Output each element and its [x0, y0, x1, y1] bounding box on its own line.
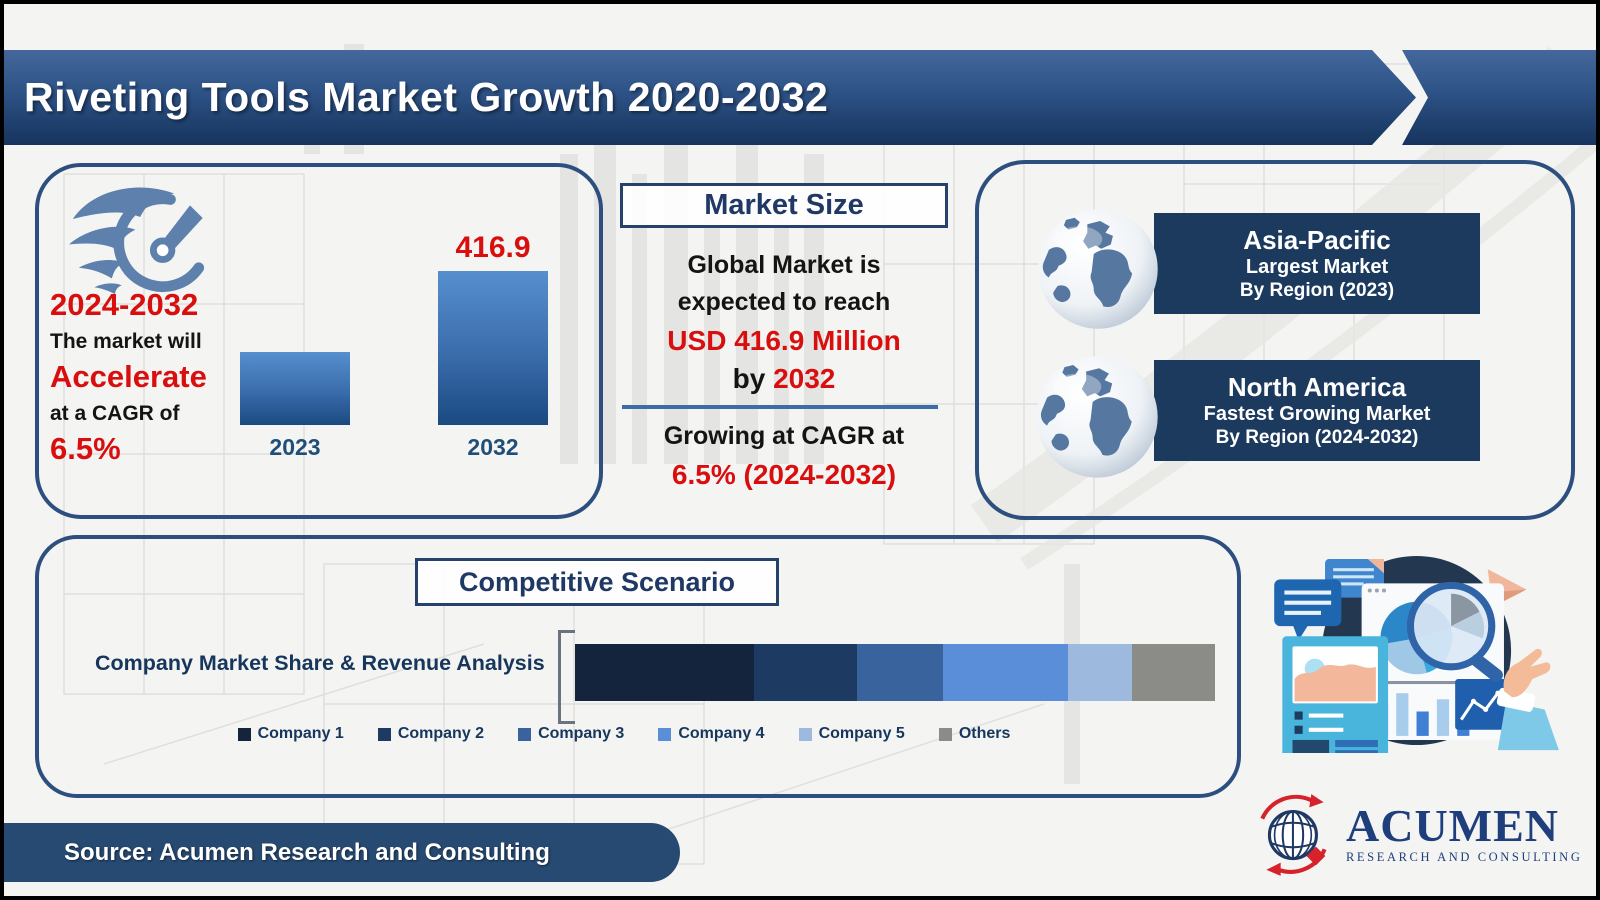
- legend-label: Company 5: [818, 725, 905, 742]
- market-share-label: Company Market Share & Revenue Analysis: [95, 651, 545, 675]
- legend-label: Company 4: [678, 725, 765, 742]
- region-name: Asia-Pacific: [1243, 224, 1391, 255]
- region-sub2: By Region (2023): [1239, 279, 1395, 301]
- speedometer-icon: [68, 187, 205, 295]
- competitive-header-box: Competitive Scenario: [415, 558, 779, 606]
- market-share-bar: [575, 644, 1215, 701]
- brand-text: ACUMEN RESEARCH AND CONSULTING: [1346, 799, 1583, 865]
- regions-panel: [975, 160, 1575, 520]
- brand-name: ACUMEN: [1346, 799, 1559, 851]
- market-size-title: Market Size: [704, 189, 864, 221]
- growth-bar-chart: 2023 416.9 2032: [240, 226, 548, 461]
- globe-icon: [1036, 356, 1158, 478]
- share-legend: Company 1 Company 2 Company 3 Company 4 Comp…: [154, 725, 1094, 743]
- brand-tagline: RESEARCH AND CONSULTING: [1346, 849, 1583, 864]
- bar-x-label: 2023: [269, 434, 321, 460]
- ms-value: USD 416.9 Million: [667, 325, 901, 356]
- legend-swatch-icon: [938, 727, 952, 741]
- source-bar: Source: Acumen Research and Consulting: [4, 823, 680, 882]
- bar-rect: [438, 271, 548, 425]
- bar-value-label: 416.9: [455, 231, 531, 264]
- legend-item: Others: [938, 725, 1011, 743]
- legend-item: Company 4: [658, 725, 765, 743]
- ms-line2: expected to reach: [677, 288, 891, 316]
- ms-growth-value: 6.5% (2024-2032): [671, 459, 897, 490]
- ms-by-line: by 2032: [598, 360, 970, 398]
- region-sub1: Largest Market: [1245, 255, 1389, 278]
- growth-line2: at a CAGR of: [50, 401, 180, 425]
- legend-label: Company 1: [257, 725, 344, 742]
- growth-highlight: Accelerate: [50, 359, 207, 395]
- legend-item: Company 1: [237, 725, 344, 743]
- legend-label: Others: [958, 725, 1011, 742]
- analytics-illustration: [1274, 555, 1559, 753]
- region-sub2: By Region (2024-2032): [1215, 426, 1419, 448]
- growth-period: 2024-2032: [50, 287, 199, 322]
- source-text: Source: Acumen Research and Consulting: [64, 838, 550, 866]
- region-banner-asia-pacific: Asia-Pacific Largest Market By Region (2…: [1154, 213, 1480, 314]
- market-growth-panel: [35, 163, 603, 519]
- ms-line1: Global Market is: [687, 251, 881, 279]
- acumen-globe-icon: [1260, 794, 1327, 876]
- legend-item: Company 2: [377, 725, 485, 743]
- title-arrow-chevron: [1402, 50, 1596, 145]
- legend-swatch-icon: [798, 727, 812, 741]
- market-size-header-box: Market Size: [620, 183, 948, 228]
- bar-rect: [240, 352, 350, 425]
- share-segment-company-5: [1067, 644, 1132, 701]
- legend-label: Company 3: [538, 725, 625, 742]
- region-sub1: Fastest Growing Market: [1203, 402, 1431, 425]
- bar-x-label: 2032: [467, 434, 519, 460]
- legend-swatch-icon: [377, 727, 391, 741]
- brand-logo: ACUMEN RESEARCH AND CONSULTING: [1250, 784, 1586, 884]
- growth-bar-column: 416.9 2032: [438, 231, 548, 461]
- bar-bracket: [558, 630, 575, 724]
- share-segment-others: [1131, 644, 1215, 701]
- share-segment-company-4: [942, 644, 1068, 701]
- title-banner: Riveting Tools Market Growth 2020-2032: [4, 50, 1416, 145]
- legend-swatch-icon: [658, 727, 672, 741]
- competitive-panel: [35, 535, 1241, 798]
- region-banner-north-america: North America Fastest Growing Market By …: [1154, 360, 1480, 461]
- region-name: North America: [1227, 371, 1407, 402]
- legend-item: Company 3: [518, 725, 624, 743]
- ms-by-year: 2032: [773, 363, 836, 394]
- ms-growth-line: Growing at CAGR at: [663, 422, 905, 450]
- market-size-divider: [622, 405, 938, 409]
- growth-text-block: 2024-2032 The market will Accelerate at …: [50, 287, 265, 474]
- legend-swatch-icon: [237, 727, 251, 741]
- growth-line1: The market will: [50, 329, 202, 353]
- share-segment-company-2: [754, 644, 857, 701]
- legend-swatch-icon: [518, 727, 532, 741]
- globe-icon: [1038, 209, 1158, 329]
- competitive-title: Competitive Scenario: [458, 566, 736, 597]
- growth-cagr: 6.5%: [50, 431, 121, 467]
- growth-bar-column: 2023: [240, 346, 350, 461]
- page-title: Riveting Tools Market Growth 2020-2032: [24, 74, 829, 120]
- share-segment-company-3: [856, 644, 943, 701]
- share-segment-company-1: [575, 644, 755, 701]
- market-size-text: Global Market is expected to reach USD 4…: [598, 247, 970, 398]
- legend-item: Company 5: [798, 725, 905, 743]
- legend-label: Company 2: [397, 725, 485, 742]
- ms-by-word: by: [732, 363, 766, 394]
